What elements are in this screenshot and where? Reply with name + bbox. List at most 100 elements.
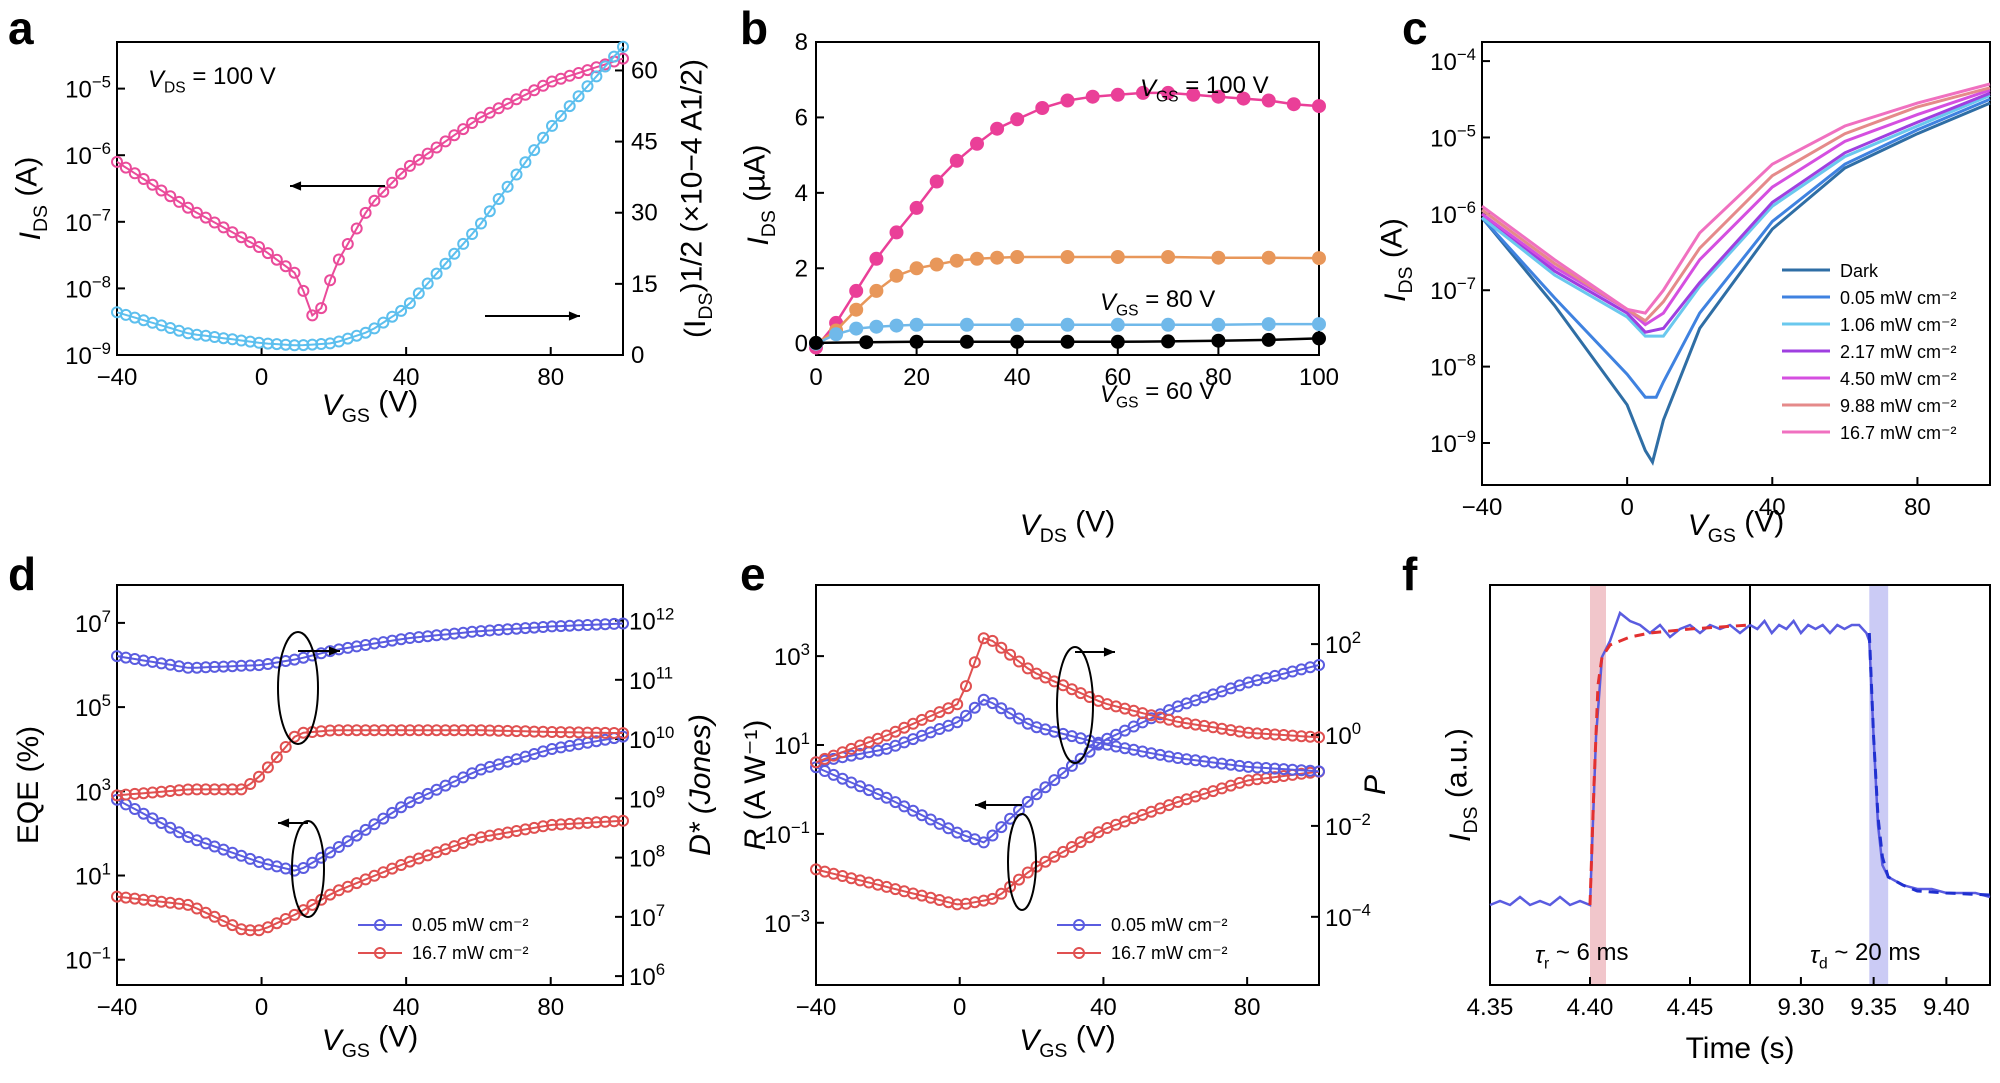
y2-tick-label: 0: [631, 342, 644, 369]
x-tick-label: 0: [953, 994, 966, 1021]
detectivity-point: [412, 631, 425, 644]
eqe-point: [554, 741, 567, 754]
y-tick-label: 4: [795, 180, 808, 207]
panel-label: f: [1402, 548, 1418, 600]
eqe-point: [146, 812, 159, 825]
sqrt-ids-point: [439, 257, 452, 270]
p-point: [1251, 761, 1264, 774]
label-vgs-80: VGS = 80 V: [1100, 286, 1215, 319]
y2-tick-label: 107: [629, 901, 665, 932]
y2-tick-label: 15: [631, 271, 658, 298]
ids-point: [297, 284, 310, 297]
iv-point: [889, 318, 904, 333]
y-axis-title: IDS (a.u.): [1440, 728, 1482, 842]
iv-point: [1261, 250, 1276, 265]
sqrt-ids-point: [297, 339, 310, 352]
detectivity-point: [199, 783, 212, 796]
sqrt-ids-point: [608, 50, 621, 63]
responsivity-point: [951, 898, 964, 911]
legend-marker: [1073, 947, 1085, 959]
iv-point: [909, 200, 924, 215]
iv-point: [949, 153, 964, 168]
iv-point: [1060, 93, 1075, 108]
rise-time-label: τr ~ 6 ms: [1535, 939, 1629, 972]
iv-point: [849, 283, 864, 298]
eqe-point: [164, 896, 177, 909]
detectivity-point: [199, 661, 212, 674]
y-tick-label: 107: [75, 607, 111, 638]
y-tick-label: 10−5: [1430, 121, 1476, 152]
iv-point: [1211, 89, 1226, 104]
responsivity-point: [1048, 850, 1061, 863]
detectivity-point: [226, 783, 239, 796]
x-tick-label: 40: [393, 364, 420, 391]
sqrt-ids-point: [519, 156, 532, 169]
responsivity-point: [1065, 759, 1078, 772]
x-tick-label: 0: [255, 364, 268, 391]
detectivity-point: [190, 661, 203, 674]
x-tick-label: 100: [1299, 364, 1339, 391]
y2-tick-label: 1011: [629, 664, 673, 695]
detectivity-point: [297, 726, 310, 739]
y2-axis-title: (IDS)1/2 (×10−4 A1/2): [675, 59, 717, 338]
detectivity-point: [332, 724, 345, 737]
eqe-point: [546, 818, 558, 831]
responsivity-point: [1048, 774, 1061, 787]
detectivity-point: [412, 724, 425, 737]
p-point: [1242, 726, 1255, 739]
sqrt-ids-point: [235, 334, 248, 347]
responsivity-point: [1074, 836, 1087, 849]
sqrt-ids-point: [270, 338, 283, 351]
legend-label: 0.05 mW cm⁻²: [1111, 915, 1228, 935]
eqe-point: [341, 835, 354, 848]
detectivity-point: [448, 724, 461, 737]
detectivity-point: [475, 625, 487, 638]
panel-label: e: [740, 548, 766, 600]
detectivity-point: [590, 618, 603, 631]
legend-label: 0.05 mW cm⁻²: [1840, 288, 1957, 308]
detectivity-point: [119, 788, 132, 801]
sqrt-ids-point: [190, 328, 203, 341]
ids-point: [270, 253, 283, 266]
iv-point: [1060, 334, 1075, 349]
responsivity-point: [1083, 831, 1096, 844]
responsivity-point: [1039, 855, 1052, 868]
ids-point: [341, 238, 354, 250]
p-point: [968, 701, 981, 714]
eqe-point: [306, 898, 319, 911]
y2-tick-label: 106: [629, 960, 665, 991]
x-axis-title: Time (s): [1686, 1032, 1795, 1065]
y-tick-label: 10−7: [1430, 274, 1476, 305]
plot-frame: [815, 584, 1320, 986]
iv-point: [829, 327, 844, 342]
detectivity-point: [466, 625, 479, 638]
ids-point: [412, 153, 425, 166]
y-tick-label: 2: [795, 255, 808, 282]
eqe-point: [350, 829, 363, 842]
detectivity-point: [563, 619, 576, 632]
x-tick-label: −40: [97, 994, 138, 1021]
detectivity-point: [483, 624, 496, 637]
detectivity-point: [581, 726, 594, 739]
eqe-point: [590, 735, 603, 748]
detectivity-point: [439, 724, 452, 737]
x-tick-label: 9.30: [1778, 994, 1825, 1021]
iv-point: [909, 317, 924, 332]
panel-d: d −40 0 40 80 10−1 101 103 105 107 106 107 108 109 101…: [8, 548, 717, 1062]
x-axis-title: VDS (V): [1020, 505, 1115, 547]
detectivity-point: [492, 623, 505, 636]
sqrt-ids-point: [554, 110, 567, 122]
ids-point: [119, 161, 132, 174]
iv-point: [1010, 334, 1025, 349]
x-tick-label: 80: [1904, 494, 1931, 521]
detectivity-point: [430, 724, 443, 737]
responsivity-point: [1039, 781, 1052, 794]
sqrt-ids-point: [377, 316, 390, 329]
detectivity-point: [608, 727, 621, 739]
ids-point: [350, 222, 363, 235]
p-point: [1233, 725, 1246, 738]
detectivity-point: [617, 617, 629, 630]
p-point: [968, 656, 981, 669]
iv-point: [909, 334, 924, 349]
detectivity-point: [146, 786, 159, 799]
